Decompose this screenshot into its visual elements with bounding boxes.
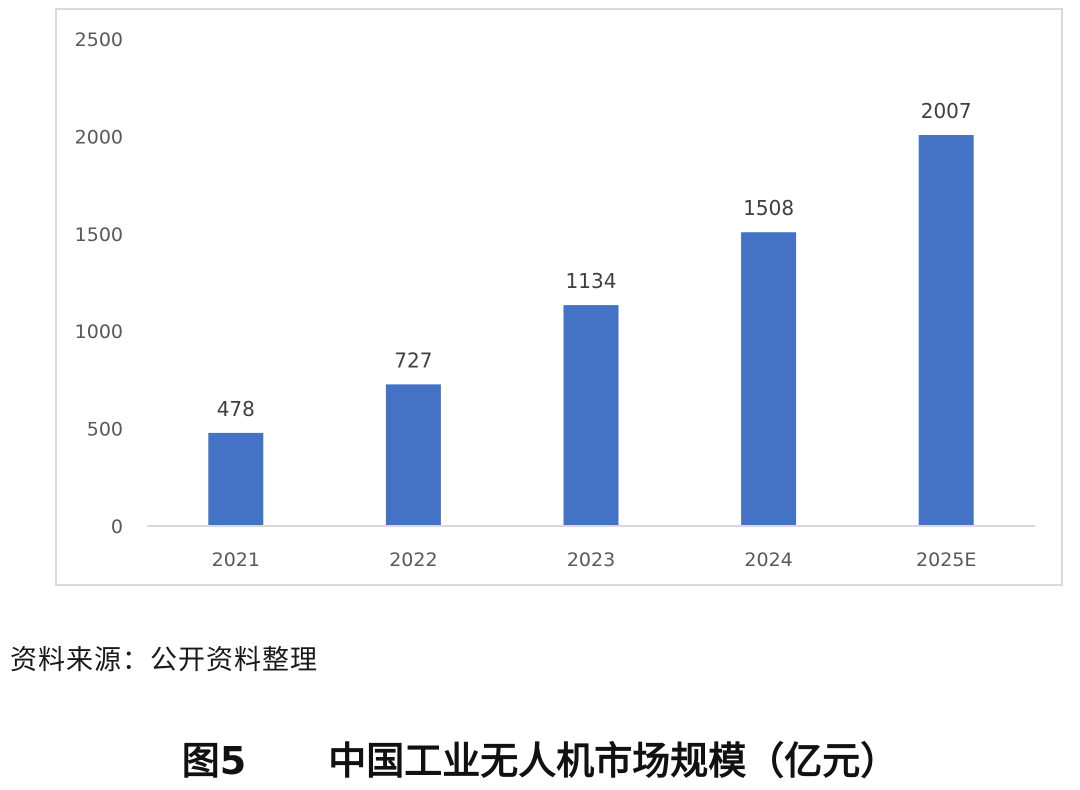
bar — [208, 432, 264, 526]
y-tick-label: 500 — [87, 419, 123, 441]
y-tick-label: 2000 — [75, 126, 123, 148]
bar-value-label: 2007 — [921, 99, 972, 123]
x-tick-label: 2025E — [916, 549, 976, 571]
figure-number: 图5 — [181, 739, 247, 783]
bar — [385, 384, 441, 526]
figure-caption: 图5 中国工业无人机市场规模（亿元） — [0, 730, 1080, 785]
bar-chart: 0 500 1000 1500 2000 2500 478 2021 727 2022 1134 20… — [75, 29, 1035, 571]
bar-value-label: 1508 — [743, 196, 794, 220]
figure-title: 中国工业无人机市场规模（亿元） — [328, 739, 899, 783]
source-note: 资料来源：公开资料整理 — [10, 645, 318, 676]
bar-value-label: 727 — [394, 348, 432, 372]
chart-frame: 0 500 1000 1500 2000 2500 478 2021 727 2022 1134 20… — [55, 8, 1063, 586]
y-tick-label: 0 — [111, 516, 123, 538]
bar — [563, 305, 619, 526]
x-tick-label: 2022 — [389, 549, 437, 571]
y-tick-label: 2500 — [75, 29, 123, 51]
bar — [741, 232, 797, 527]
bar — [918, 135, 974, 526]
x-tick-label: 2024 — [744, 549, 792, 571]
bar-value-label: 478 — [217, 397, 255, 421]
bar-value-label: 1134 — [566, 269, 617, 293]
y-tick-label: 1000 — [75, 321, 123, 343]
y-tick-label: 1500 — [75, 224, 123, 246]
x-tick-label: 2023 — [567, 549, 615, 571]
x-tick-label: 2021 — [212, 549, 260, 571]
